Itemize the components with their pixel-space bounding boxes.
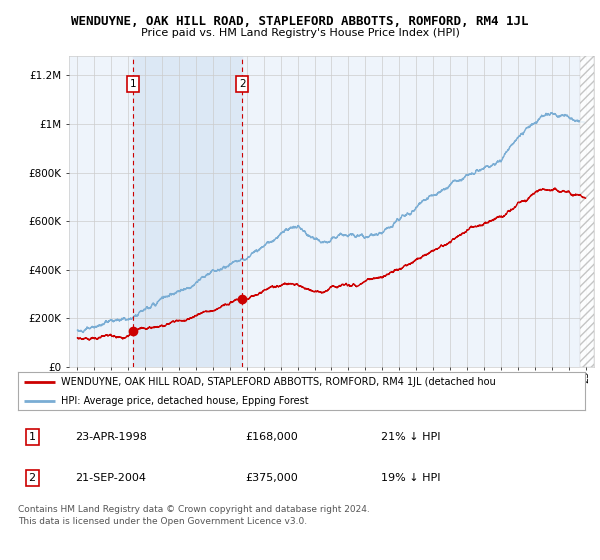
Text: Contains HM Land Registry data © Crown copyright and database right 2024.: Contains HM Land Registry data © Crown c… <box>18 505 370 514</box>
Text: WENDUYNE, OAK HILL ROAD, STAPLEFORD ABBOTTS, ROMFORD, RM4 1JL (detached hou: WENDUYNE, OAK HILL ROAD, STAPLEFORD ABBO… <box>61 377 495 387</box>
Text: 2: 2 <box>239 79 245 89</box>
Text: 2: 2 <box>29 473 36 483</box>
Text: 21% ↓ HPI: 21% ↓ HPI <box>381 432 440 442</box>
Bar <box>133 56 242 367</box>
Text: 19% ↓ HPI: 19% ↓ HPI <box>381 473 440 483</box>
Text: £375,000: £375,000 <box>245 473 298 483</box>
Text: This data is licensed under the Open Government Licence v3.0.: This data is licensed under the Open Gov… <box>18 517 307 526</box>
Text: 1: 1 <box>29 432 35 442</box>
Text: 21-SEP-2004: 21-SEP-2004 <box>75 473 146 483</box>
Bar <box>580 56 594 367</box>
Text: HPI: Average price, detached house, Epping Forest: HPI: Average price, detached house, Eppi… <box>61 396 308 406</box>
Text: 23-APR-1998: 23-APR-1998 <box>75 432 146 442</box>
Text: 1: 1 <box>130 79 137 89</box>
Text: WENDUYNE, OAK HILL ROAD, STAPLEFORD ABBOTTS, ROMFORD, RM4 1JL: WENDUYNE, OAK HILL ROAD, STAPLEFORD ABBO… <box>71 15 529 28</box>
Text: £168,000: £168,000 <box>245 432 298 442</box>
Text: Price paid vs. HM Land Registry's House Price Index (HPI): Price paid vs. HM Land Registry's House … <box>140 28 460 38</box>
